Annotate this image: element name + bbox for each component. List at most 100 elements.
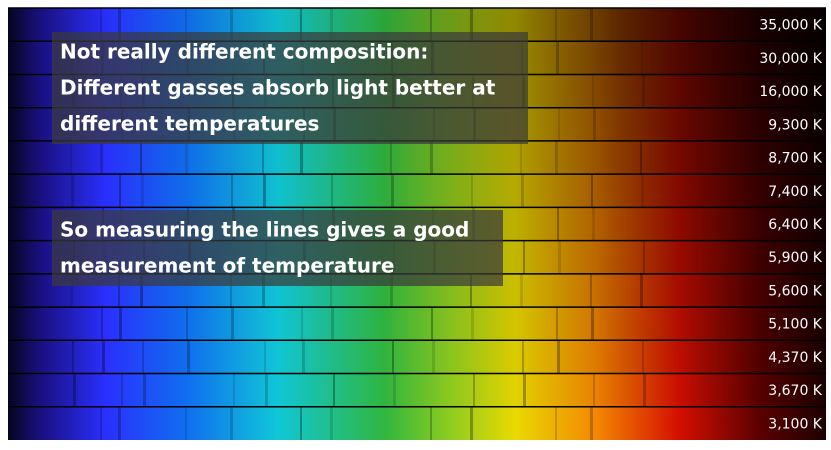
- absorption-line: [262, 273, 265, 308]
- absorption-line: [185, 140, 188, 175]
- temperature-label: 35,000 K: [759, 18, 822, 34]
- spectrum-row: 7,400 K: [8, 173, 826, 208]
- absorption-line: [430, 8, 432, 42]
- spectrum-row: 3,100 K: [8, 406, 826, 440]
- absorption-line: [473, 373, 475, 407]
- absorption-line: [187, 340, 190, 374]
- absorption-line: [141, 174, 144, 208]
- absorption-line: [118, 8, 121, 42]
- absorption-line: [593, 107, 596, 141]
- absorption-line: [119, 174, 121, 208]
- spectrum-row: 8,700 K: [8, 140, 826, 175]
- absorption-line: [233, 373, 235, 407]
- absorption-line: [72, 340, 74, 374]
- absorption-line: [140, 273, 143, 308]
- spectrum-row: 3,670 K: [8, 372, 826, 407]
- absorption-line: [520, 140, 522, 175]
- temperature-label: 5,600 K: [768, 283, 823, 299]
- absorption-line: [557, 340, 560, 374]
- absorption-line: [330, 8, 333, 42]
- absorption-line: [430, 406, 432, 440]
- absorption-line: [331, 174, 333, 208]
- absorption-line: [591, 307, 594, 341]
- absorption-line: [142, 340, 144, 374]
- absorption-line: [118, 273, 120, 308]
- absorption-line: [390, 140, 392, 175]
- note-box: [52, 210, 503, 286]
- absorption-line: [185, 406, 187, 440]
- absorption-line: [431, 307, 433, 341]
- absorption-line: [590, 8, 593, 42]
- absorption-line: [556, 307, 558, 341]
- absorption-line: [641, 174, 644, 208]
- absorption-line: [330, 406, 333, 440]
- spectrum-dim: [8, 340, 826, 374]
- absorption-line: [471, 307, 474, 341]
- absorption-line: [71, 174, 74, 208]
- spectrum-row: 4,370 K: [8, 339, 826, 374]
- note-text: Not really different composition:: [60, 40, 428, 64]
- notes: Not really different composition: Differe…: [52, 32, 528, 286]
- absorption-line: [555, 140, 558, 175]
- absorption-line: [556, 41, 559, 75]
- absorption-line: [471, 174, 473, 208]
- absorption-line: [643, 373, 646, 407]
- absorption-line: [331, 307, 334, 341]
- absorption-line: [643, 240, 645, 274]
- absorption-line: [641, 41, 643, 75]
- absorption-line: [185, 8, 187, 42]
- temperature-label: 5,100 K: [768, 317, 823, 333]
- temperature-label: 7,400 K: [768, 184, 823, 200]
- spectrum-dim: [8, 373, 826, 407]
- absorption-line: [143, 373, 146, 407]
- absorption-line: [100, 406, 102, 440]
- absorption-line: [140, 140, 142, 175]
- temperature-label: 30,000 K: [759, 51, 822, 67]
- absorption-line: [264, 340, 266, 374]
- absorption-line: [640, 273, 643, 308]
- absorption-line: [100, 8, 102, 42]
- spectrum-dim: [8, 174, 826, 208]
- absorption-line: [642, 74, 645, 108]
- absorption-line: [230, 273, 232, 308]
- absorption-line: [523, 373, 526, 407]
- note-text: measurement of temperature: [60, 254, 394, 278]
- spectrum-dim: [8, 406, 826, 440]
- absorption-line: [263, 174, 266, 208]
- absorption-line: [300, 8, 302, 42]
- absorption-line: [231, 174, 233, 208]
- spectrum-row: 5,100 K: [8, 306, 826, 341]
- spectrum-dim: [8, 307, 826, 341]
- absorption-line: [262, 140, 264, 175]
- absorption-line: [300, 140, 303, 175]
- spectrum-row: 35,000 K: [8, 7, 826, 42]
- temperature-label: 3,100 K: [768, 416, 823, 432]
- absorption-line: [73, 373, 76, 407]
- absorption-line: [300, 406, 302, 440]
- absorption-line: [333, 373, 335, 407]
- absorption-line: [101, 307, 103, 341]
- temperature-label: 16,000 K: [759, 84, 822, 100]
- absorption-line: [593, 373, 595, 407]
- absorption-line: [430, 140, 433, 175]
- absorption-line: [520, 273, 523, 308]
- absorption-line: [470, 8, 473, 42]
- absorption-line: [230, 406, 233, 440]
- absorption-line: [230, 8, 233, 42]
- absorption-line: [231, 307, 234, 341]
- absorption-line: [591, 174, 593, 208]
- absorption-line: [265, 373, 268, 407]
- absorption-line: [590, 273, 592, 308]
- absorption-line: [301, 307, 303, 341]
- absorption-line: [592, 74, 594, 108]
- absorption-line: [302, 340, 305, 374]
- temperature-label: 3,670 K: [768, 383, 823, 399]
- absorption-line: [70, 273, 73, 308]
- absorption-line: [186, 307, 188, 341]
- absorption-line: [558, 107, 560, 141]
- spectrum-dim: [8, 140, 826, 175]
- temperature-label: 5,900 K: [768, 250, 823, 266]
- absorption-line: [555, 8, 557, 42]
- absorption-line: [592, 207, 595, 241]
- absorption-line: [118, 406, 121, 440]
